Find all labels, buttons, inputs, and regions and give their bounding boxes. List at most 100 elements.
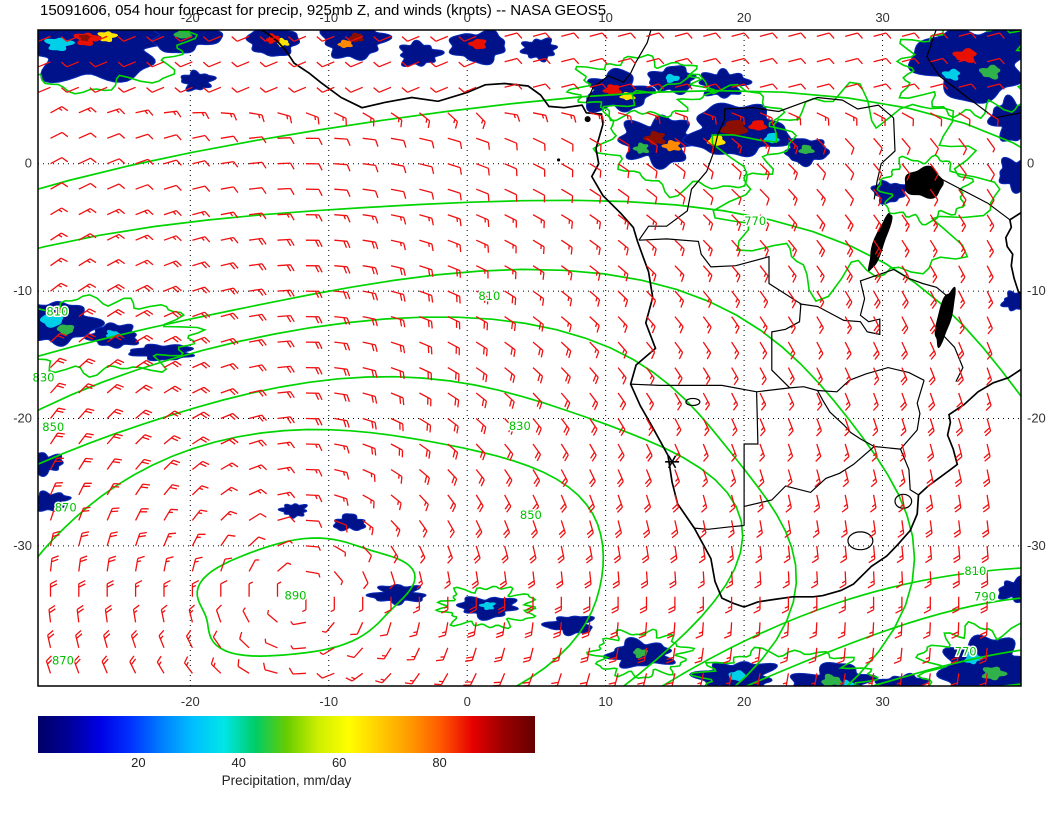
wind-barb [334, 137, 351, 146]
wind-barb [475, 520, 483, 539]
wind-barb [645, 443, 653, 462]
wind-barb [504, 290, 517, 306]
wind-barb [899, 392, 908, 411]
wind-barb [467, 622, 477, 639]
wind-barb [816, 290, 825, 309]
wind-barb [447, 239, 462, 252]
wind-barb [163, 110, 182, 118]
wind-barb [674, 341, 684, 360]
wind-barb [45, 655, 53, 674]
wind-barb [731, 367, 739, 386]
wind-barb [560, 443, 569, 462]
wind-barb [637, 647, 648, 664]
wind-barb [390, 392, 405, 406]
wind-barb [810, 571, 819, 589]
wind-barb [901, 214, 910, 233]
wind-barb [220, 362, 239, 371]
wind-barb [954, 494, 962, 513]
wind-barb [188, 604, 196, 623]
wind-barb [78, 157, 97, 165]
wind-barb [146, 61, 165, 68]
wind-barb [754, 571, 762, 589]
wind-barb [665, 673, 676, 686]
chart-title: 15091606, 054 hour forecast for precip, … [40, 2, 607, 19]
wind-barb [277, 441, 296, 449]
wind-barb [192, 185, 211, 193]
wind-barb [248, 389, 267, 397]
wind-barb [589, 239, 601, 256]
wind-barb [192, 386, 211, 394]
wind-barb [305, 214, 323, 222]
wind-barb [703, 57, 722, 65]
lesotho-border [847, 531, 874, 551]
wind-barb [135, 184, 154, 190]
wind-barb [532, 32, 551, 39]
wind-barb [475, 494, 484, 513]
wind-barb [220, 462, 239, 471]
wind-barb [614, 520, 623, 539]
wind-barb [958, 239, 966, 258]
wind-barb [447, 392, 460, 408]
wind-barb [49, 580, 58, 597]
wind-barb [316, 35, 335, 42]
wind-barb [447, 469, 458, 486]
precip-core [643, 130, 666, 145]
wind-barb [641, 545, 650, 564]
wind-barb [134, 555, 145, 572]
wind-barb [334, 112, 347, 126]
wind-barb [305, 366, 323, 375]
wind-barb [264, 638, 278, 649]
wind-barb [532, 214, 545, 229]
wind-barb [192, 311, 211, 319]
wind-barb [135, 409, 153, 419]
wind-barb [725, 673, 733, 686]
wind-barb [581, 622, 591, 639]
wind-barb [952, 596, 960, 614]
wind-barb [50, 106, 69, 114]
wind-barb [231, 35, 250, 42]
wind-barb [731, 188, 742, 206]
wind-barb [986, 163, 995, 182]
lon-tick-label-top: 30 [875, 10, 889, 25]
wind-barb [416, 571, 424, 590]
wind-barb [163, 508, 178, 521]
wind-barb [135, 234, 154, 241]
wind-barb [135, 458, 152, 470]
wind-barb [560, 188, 574, 204]
wind-barb [617, 316, 628, 334]
wind-barb [956, 367, 964, 386]
wind-barb [759, 443, 766, 462]
wind-barb [589, 188, 602, 204]
wind-barb [220, 412, 239, 420]
wind-barb [844, 239, 854, 258]
country-border [926, 30, 1021, 119]
precip-area [987, 94, 1021, 142]
wind-barb [185, 630, 193, 649]
wind-barb [220, 287, 239, 295]
wind-barb [277, 416, 295, 424]
wind-barb [639, 596, 648, 614]
wind-barb [589, 214, 602, 230]
wind-barb [447, 214, 462, 227]
wind-barb [759, 392, 767, 411]
wind-barb [901, 57, 920, 65]
wind-barb [926, 443, 935, 462]
wind-barb [103, 629, 111, 648]
wind-barb [504, 469, 513, 487]
wind-barb [277, 112, 293, 124]
wind-barb [560, 392, 571, 410]
wind-barb [163, 285, 182, 293]
precip-area [180, 69, 217, 92]
wind-barb [589, 32, 608, 39]
wind-barb [787, 137, 799, 155]
wind-barb [444, 571, 451, 590]
wind-barb [401, 86, 420, 93]
wind-barb [277, 137, 295, 145]
wind-barb [107, 108, 126, 115]
wind-barb [287, 61, 307, 68]
wind-barb [532, 188, 546, 203]
precip-core [348, 32, 364, 43]
wind-barb [78, 506, 91, 521]
wind-barb [816, 57, 835, 65]
wind-barb [438, 622, 449, 638]
